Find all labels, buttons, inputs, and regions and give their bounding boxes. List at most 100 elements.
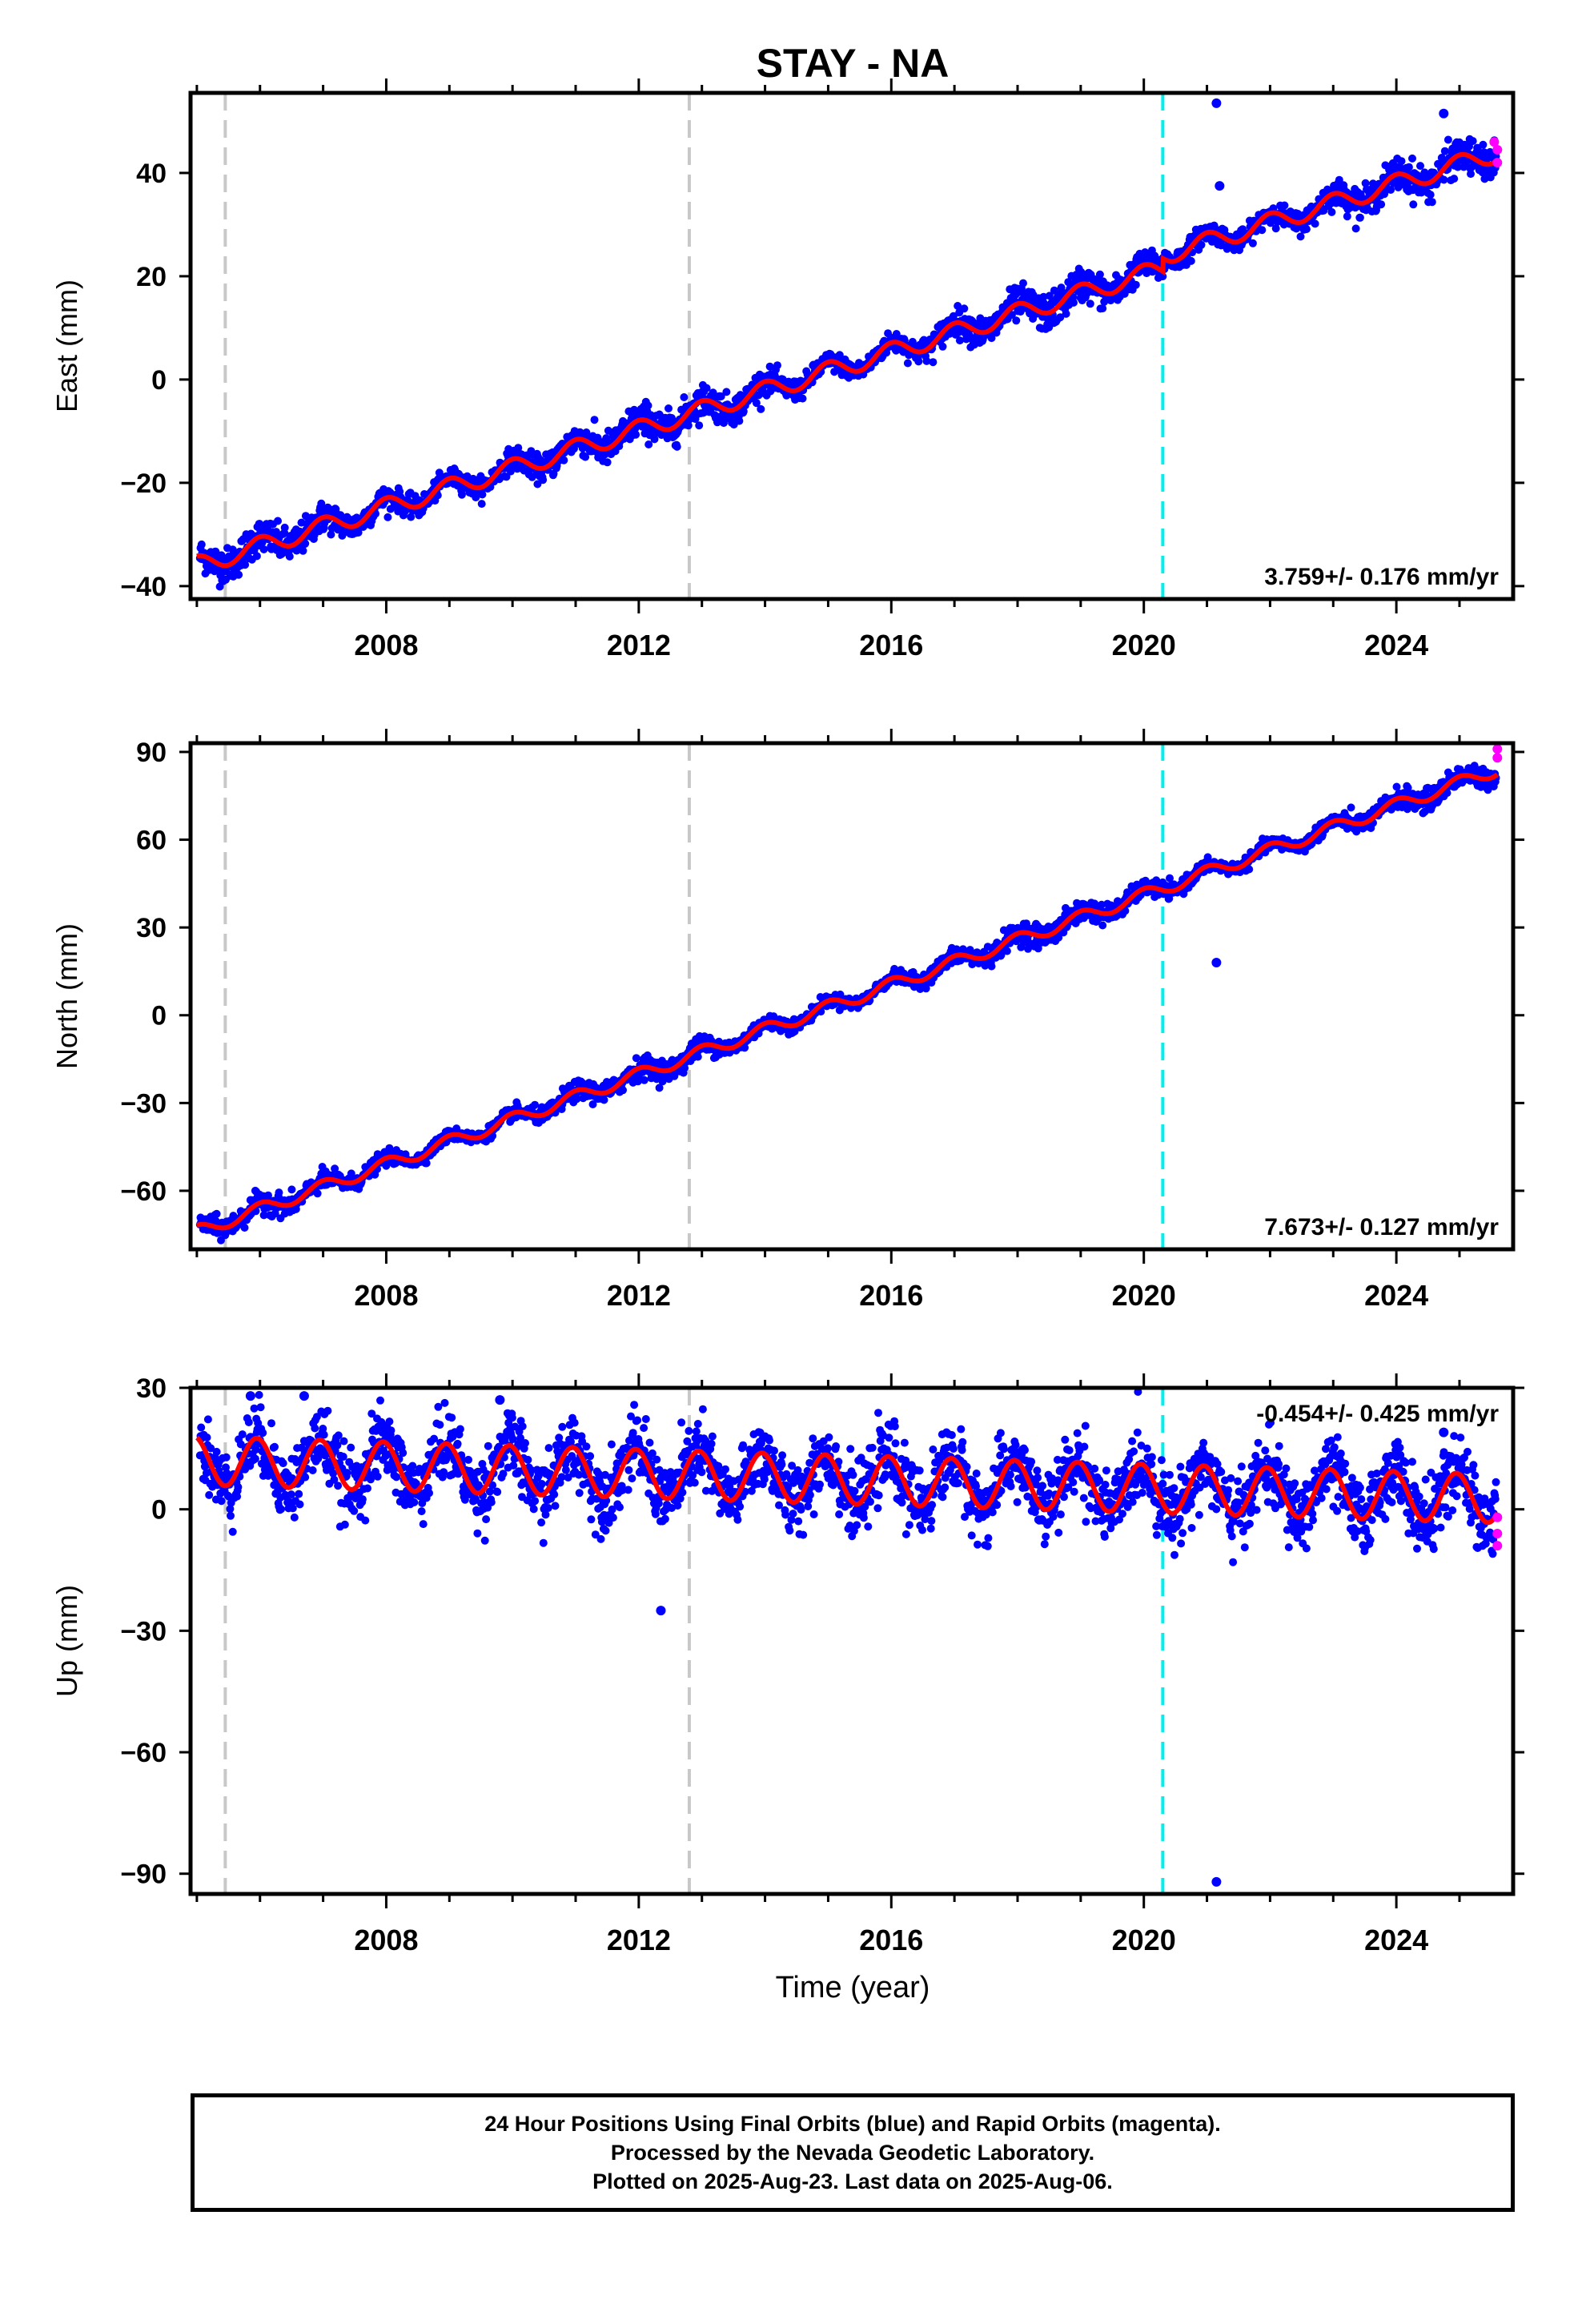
data-point xyxy=(317,499,326,508)
data-point xyxy=(1019,279,1027,287)
data-point xyxy=(258,538,267,547)
data-point xyxy=(892,330,901,338)
y-axis-label: North (mm) xyxy=(50,923,83,1069)
data-point xyxy=(1086,300,1094,308)
data-point xyxy=(1479,140,1488,149)
data-point xyxy=(1197,240,1206,249)
data-point xyxy=(1269,204,1278,213)
data-point xyxy=(576,428,584,436)
data-point xyxy=(1427,198,1436,207)
data-point xyxy=(1453,163,1462,171)
plot-area xyxy=(195,93,1503,599)
data-point xyxy=(1327,207,1336,216)
data-point xyxy=(581,452,590,461)
data-point xyxy=(702,384,711,392)
data-point xyxy=(1361,179,1370,187)
data-point xyxy=(572,1095,581,1104)
data-point xyxy=(241,561,250,569)
data-point xyxy=(1056,313,1065,322)
outlier-point xyxy=(1439,108,1449,119)
data-point xyxy=(1007,311,1016,320)
data-point xyxy=(1397,157,1406,166)
data-point xyxy=(765,362,774,371)
data-point xyxy=(539,476,548,485)
data-point xyxy=(354,529,363,537)
data-point xyxy=(1121,907,1130,915)
data-point xyxy=(955,336,964,345)
data-point xyxy=(1095,270,1104,279)
data-point xyxy=(1098,304,1107,313)
data-point xyxy=(422,1159,431,1168)
data-point xyxy=(633,1077,642,1086)
data-point xyxy=(903,359,912,368)
data-point xyxy=(502,472,511,481)
data-point xyxy=(1045,292,1054,300)
y-axis-label: East (mm) xyxy=(50,279,83,412)
data-point xyxy=(681,1063,689,1072)
data-point xyxy=(929,358,938,367)
data-point xyxy=(1002,947,1011,955)
data-point xyxy=(938,342,947,351)
y-tick-label: 20 xyxy=(136,262,167,292)
data-point xyxy=(1166,874,1174,883)
data-point xyxy=(987,334,996,343)
data-point xyxy=(644,401,652,410)
chart-title: STAY - NA xyxy=(757,41,950,86)
data-point xyxy=(383,513,392,521)
data-point xyxy=(197,540,206,549)
rate-annotation: 7.673+/- 0.127 mm/yr xyxy=(1264,1214,1499,1240)
data-point xyxy=(1355,213,1364,222)
data-point xyxy=(1070,298,1078,307)
data-point xyxy=(531,1100,540,1109)
data-point xyxy=(1416,162,1424,171)
data-point xyxy=(259,545,268,553)
x-tick-label: 2012 xyxy=(607,1279,671,1312)
plot-area xyxy=(195,743,1503,1249)
data-point xyxy=(773,361,781,370)
data-point xyxy=(280,523,289,532)
data-point xyxy=(1440,147,1449,155)
data-point xyxy=(1141,876,1150,885)
data-point xyxy=(735,416,744,425)
outlier-point xyxy=(1211,957,1222,967)
y-tick-label: 30 xyxy=(136,913,167,943)
x-tick-label: 2020 xyxy=(1112,629,1176,661)
rapid-point xyxy=(1492,753,1503,763)
data-point xyxy=(890,964,899,973)
data-point xyxy=(665,404,673,412)
data-point xyxy=(798,394,807,403)
data-point xyxy=(327,530,335,539)
data-point xyxy=(301,539,310,548)
data-point xyxy=(457,490,466,499)
data-point xyxy=(217,551,226,560)
data-point xyxy=(1245,865,1254,874)
data-point xyxy=(1392,782,1401,791)
model-curve xyxy=(196,151,1500,569)
data-point xyxy=(1450,175,1459,183)
data-point xyxy=(717,392,725,400)
y-tick-label: 0 xyxy=(151,1001,167,1031)
y-tick-label: 60 xyxy=(136,826,167,856)
x-tick-label: 2016 xyxy=(859,1279,923,1312)
data-point xyxy=(1408,154,1416,163)
data-point xyxy=(1034,944,1042,953)
data-point xyxy=(632,1054,640,1063)
data-point xyxy=(960,304,969,313)
data-point xyxy=(331,1164,339,1173)
data-point xyxy=(1347,803,1355,812)
x-tick-label: 2012 xyxy=(607,629,671,661)
data-point xyxy=(987,962,996,971)
data-point xyxy=(921,984,930,993)
plot-frame xyxy=(188,90,1516,601)
data-point xyxy=(954,302,962,310)
y-tick-label: −60 xyxy=(120,1176,167,1207)
data-point xyxy=(914,357,923,366)
data-point xyxy=(240,1224,249,1232)
data-point xyxy=(1258,226,1267,235)
rapid-point xyxy=(1492,158,1503,168)
data-point xyxy=(1377,200,1386,209)
data-point xyxy=(640,1076,648,1084)
data-point xyxy=(1131,280,1140,289)
data-point xyxy=(1280,201,1289,210)
